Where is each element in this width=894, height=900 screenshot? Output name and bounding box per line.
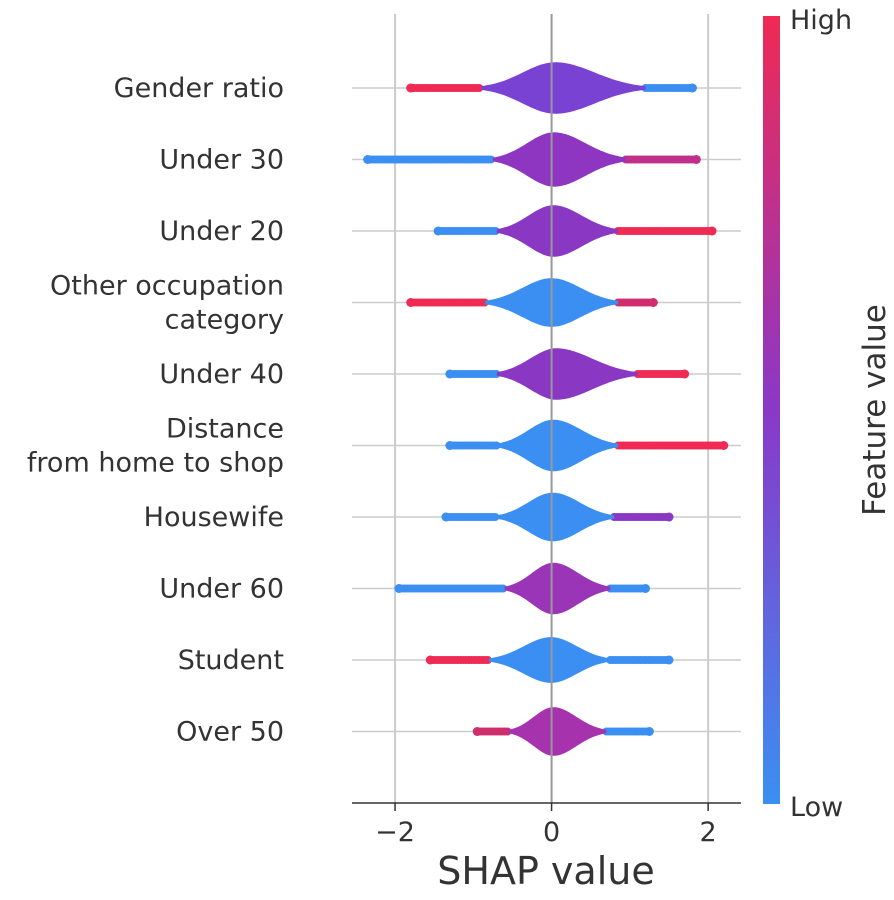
colorbar-title: Feature value [857, 304, 893, 516]
feature-label: Over 50 [176, 717, 284, 748]
feature-label: Distance from home to shop [27, 414, 284, 479]
shap-dot [664, 512, 674, 522]
violin-body [481, 62, 646, 114]
shap-dot [486, 155, 495, 164]
x-axis-label: SHAP value [437, 849, 654, 893]
shap-dot [483, 656, 492, 664]
x-tick-label: 0 [543, 817, 560, 848]
dot-tail [445, 441, 729, 450]
shap-dot [480, 298, 489, 307]
shap-dot [441, 512, 451, 522]
dot-tail [441, 512, 674, 522]
dot-tail [406, 83, 697, 93]
shap-dot [644, 727, 654, 736]
feature-label: Other occupation category [50, 271, 284, 336]
feature-row: Housewife [144, 492, 741, 542]
feature-rows: Gender ratio Under 30 Under 20 Other occupa… [27, 62, 741, 756]
shap-dot [707, 226, 717, 236]
colorbar-low-label: Low [790, 792, 843, 823]
feature-row: Student [178, 637, 741, 683]
feature-label: Student [178, 645, 284, 676]
colorbar [763, 16, 780, 804]
violin-body [492, 132, 626, 187]
dot-tail [433, 226, 717, 236]
feature-row: Under 60 [159, 562, 741, 615]
violin-body [508, 707, 607, 756]
feature-label: Gender ratio [114, 73, 284, 104]
feature-label: Under 40 [159, 359, 284, 390]
dot-tail [406, 298, 658, 307]
dot-tail [425, 655, 674, 665]
feature-label: Housewife [144, 502, 284, 533]
dot-tail [394, 584, 651, 593]
shap-dot [433, 226, 443, 236]
feature-row: Distance from home to shop [27, 414, 741, 479]
shap-dot [394, 584, 404, 593]
shap-dot [491, 227, 500, 235]
shap-dot [425, 655, 435, 665]
x-axis: −2 0 2 [352, 802, 741, 848]
feature-row: Under 20 [159, 205, 741, 257]
feature-row: Under 30 [159, 132, 741, 187]
dot-tail [363, 155, 701, 164]
violin-body [504, 562, 611, 615]
shap-dot [491, 513, 500, 521]
shap-dot [680, 369, 690, 379]
x-tick-label: 2 [700, 817, 717, 848]
feature-row: Gender ratio [114, 62, 741, 114]
violin-body [496, 492, 615, 542]
violin-body [496, 419, 619, 472]
colorbar-high-label: High [790, 5, 852, 36]
shap-dot [648, 298, 658, 307]
shap-dot [406, 83, 416, 93]
feature-row: Over 50 [176, 707, 741, 756]
shap-dot [503, 727, 512, 736]
shap-dot [445, 369, 455, 379]
shap-dot [687, 83, 697, 93]
shap-dot [664, 655, 674, 665]
x-tick-label: −2 [375, 817, 415, 848]
shap-dot [406, 298, 416, 307]
shap-dot [472, 727, 482, 736]
violin-body [496, 348, 638, 400]
shap-dot [475, 84, 484, 92]
grid-layer [394, 14, 710, 803]
feature-row: Under 40 [159, 348, 741, 400]
shap-dot [363, 155, 373, 164]
violin-body [496, 205, 619, 257]
shap-dot [719, 441, 729, 450]
feature-label: Under 20 [159, 216, 284, 247]
feature-label: Under 60 [159, 574, 284, 605]
violin-body [489, 637, 611, 683]
feature-label: Under 30 [159, 145, 284, 176]
shap-dot [641, 584, 651, 593]
shap-dot [445, 441, 455, 450]
shap-dot [691, 155, 701, 164]
shap-dot [499, 584, 508, 593]
